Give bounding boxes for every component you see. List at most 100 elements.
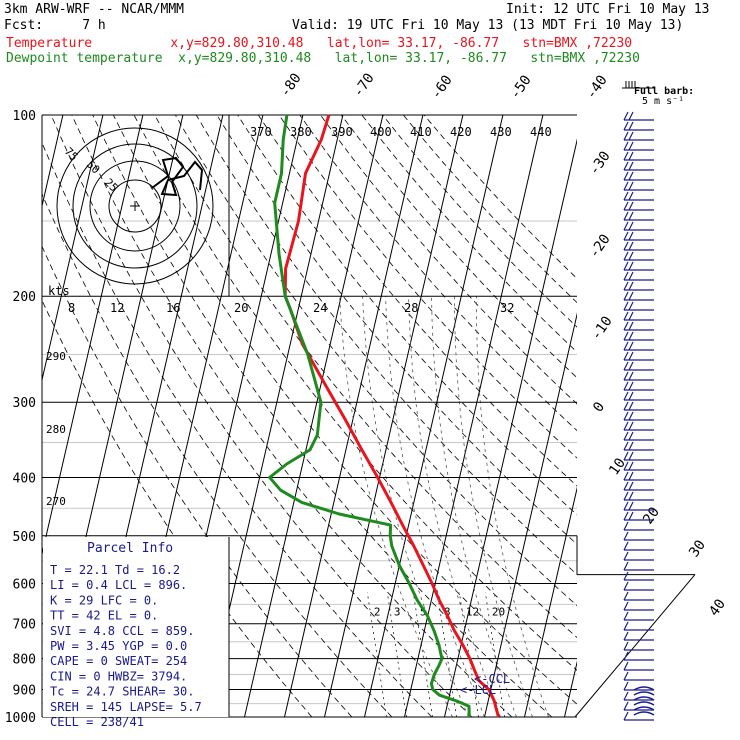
isotherm-label: -50	[507, 72, 535, 102]
wind-barb-flag	[628, 351, 634, 361]
wind-barb-flag	[623, 711, 629, 721]
wind-barb-flag	[623, 641, 629, 651]
parcel-info-row: Tc = 24.7 SHEAR= 30.	[50, 685, 195, 699]
parcel-info-row: SREH = 145 LAPSE= 5.7	[50, 700, 202, 714]
wind-barb-flag	[623, 371, 629, 381]
pressure-tick-label: 600	[13, 577, 36, 592]
parcel-info-row: SVI = 4.8 CCL = 859.	[50, 624, 195, 638]
isotherm-line	[42, 115, 104, 383]
wind-barb-flag	[623, 271, 629, 281]
wind-barb-flag	[628, 341, 634, 351]
wind-barb-flag	[623, 261, 629, 271]
wind-barb-flag	[623, 281, 629, 291]
temperature-line	[283, 114, 500, 718]
wind-barb-flag	[623, 141, 629, 151]
wind-barb-flag	[623, 241, 629, 251]
dry-adiabat-line	[299, 115, 577, 432]
isotherm-label: -70	[350, 70, 378, 100]
wind-barb-flag	[623, 591, 629, 601]
parcel-info-row: PW = 3.45 YGP = 0.0	[50, 639, 187, 653]
pressure-tick-label: 800	[13, 653, 36, 668]
dry-adiabat-line	[423, 115, 577, 280]
moist-adiabat-line	[454, 296, 533, 717]
dry-adiabat-line	[340, 115, 577, 379]
hodograph-ring-label: 75	[62, 145, 81, 164]
hodograph-speed-label: 32	[500, 301, 514, 315]
wind-barb-flag	[628, 511, 634, 521]
wind-barb-flag	[628, 471, 634, 481]
wind-barb-cluster	[633, 701, 655, 706]
wind-barb-flag	[628, 181, 634, 191]
dry-adiabat-line	[50, 115, 473, 717]
forecast-hour: Fcst: 7 h	[4, 18, 106, 33]
wind-barb-flag	[628, 401, 634, 411]
theta-label: 270	[46, 495, 66, 508]
wind-barb-flag	[623, 541, 629, 551]
wind-barb-flag	[623, 661, 629, 671]
wind-barb-flag	[623, 441, 629, 451]
hodograph-speed-label: 8	[68, 301, 75, 315]
wind-legend-unit: 5 m s⁻¹	[642, 96, 684, 107]
dry-adiabat-line	[42, 141, 433, 717]
pressure-tick-label: 700	[13, 618, 36, 633]
pressure-tick-label: 900	[13, 683, 36, 698]
theta-label: 290	[46, 350, 66, 363]
parcel-info-bg	[43, 537, 229, 717]
parcel-info-title: Parcel Info	[87, 541, 173, 556]
parcel-info-row: CELL = 238/41	[50, 715, 144, 729]
dry-adiabat-line	[42, 192, 393, 717]
wind-barb-flag	[623, 331, 629, 341]
hodograph-trace	[151, 156, 204, 197]
wind-barb-flag	[623, 221, 629, 231]
isotherm-label: -20	[586, 231, 614, 261]
isotherm-line	[645, 115, 740, 717]
moist-adiabat-line	[339, 296, 453, 717]
wind-barb-cluster	[633, 691, 655, 696]
wind-barb-flag	[623, 151, 629, 161]
wind-barb-flag	[628, 441, 634, 451]
isotherm-label: 30	[686, 537, 709, 560]
hodograph-speed-label: 20	[234, 301, 248, 315]
hodograph-speed-label: 24	[313, 301, 327, 315]
wind-barb-flag	[623, 231, 629, 241]
hodograph-ring	[108, 179, 162, 233]
frame-right-diagonal	[574, 574, 696, 718]
wind-barb-flag	[628, 291, 634, 301]
wind-barb-flag	[623, 401, 629, 411]
parcel-info-row: TT = 42 EL = 0.	[50, 609, 158, 623]
wind-barb-flag	[623, 431, 629, 441]
wind-barb-flag	[628, 221, 634, 231]
init-time: Init: 12 UTC Fri 10 May 13	[506, 2, 710, 17]
dry-adiabat-line	[195, 115, 577, 576]
theta-e-label: 390	[331, 125, 353, 139]
parcel-info-row: CIN = 0 HWBZ= 3794.	[50, 669, 187, 683]
wind-barb-flag	[623, 411, 629, 421]
mixing-ratio-label: 5	[420, 606, 427, 619]
wind-barb-cluster	[633, 711, 655, 716]
wind-barb-column: Full barb:5 m s⁻¹	[622, 81, 694, 721]
wind-barb-flag	[623, 391, 629, 401]
dry-adiabat-line	[216, 115, 577, 545]
parcel-info-row: CAPE = 0 SWEAT= 254	[50, 654, 187, 668]
wind-barb-flag	[628, 391, 634, 401]
valid-time: Valid: 19 UTC Fri 10 May 13 (13 MDT Fri …	[292, 18, 684, 33]
wind-barb-flag	[628, 111, 634, 121]
wind-barb-flag	[628, 241, 634, 251]
wind-barb-flag	[628, 451, 634, 461]
parcel-info-row: K = 29 LFC = 0.	[50, 593, 158, 607]
wind-barb-flag	[623, 671, 629, 681]
dry-adiabat-line	[257, 115, 577, 487]
isotherm-label: 0	[590, 399, 608, 415]
isotherm-line	[284, 115, 424, 717]
moist-adiabat-line	[362, 296, 469, 717]
theta-e-label: 440	[530, 125, 552, 139]
wind-legend-label: Full barb:	[634, 86, 694, 97]
wind-barb-flag	[623, 421, 629, 431]
isotherm-line	[484, 312, 577, 717]
pressure-tick-label: 400	[13, 471, 36, 486]
wind-barb-flag	[623, 121, 629, 131]
moist-adiabat-line	[476, 296, 549, 717]
dry-adiabat-line	[320, 115, 577, 405]
parcel-info-row: T = 22.1 Td = 16.2	[50, 563, 180, 577]
